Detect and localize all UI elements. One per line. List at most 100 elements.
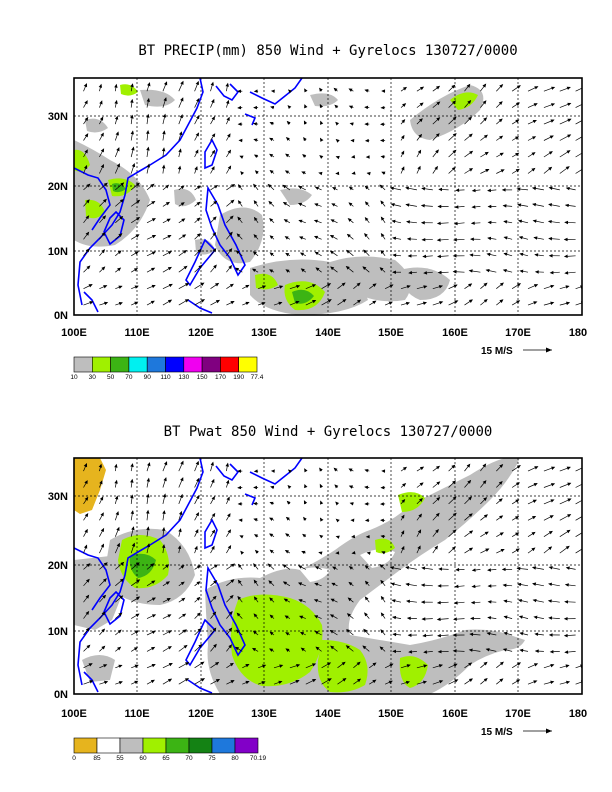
wind-vector	[575, 467, 582, 472]
wind-vector-head	[471, 584, 476, 589]
wind-vector-head	[563, 237, 568, 242]
wind-vector-head	[487, 236, 492, 241]
wind-vector-head	[584, 498, 587, 500]
wind-vector-head	[564, 271, 569, 275]
wind-vector-head	[117, 250, 122, 255]
wind-vector-head	[282, 581, 288, 585]
wind-vector-head	[379, 184, 384, 189]
x-tick-label: 170E	[505, 708, 531, 720]
wind-vector-head	[227, 513, 231, 518]
wind-vector-head	[279, 664, 284, 668]
wind-vector-head	[168, 663, 173, 667]
wind-vector-head	[335, 121, 340, 126]
wind-vector-head	[197, 248, 202, 253]
wind-vector-head	[517, 203, 522, 207]
wind-vector-head	[346, 629, 351, 633]
wind-vector-head	[230, 680, 235, 684]
wind-vector-head	[482, 100, 487, 105]
wind-vector-head	[485, 548, 490, 552]
wind-vector-head	[269, 549, 274, 554]
wind-vector	[575, 499, 582, 505]
wind-vector-head	[237, 89, 241, 93]
wind-vector-head	[196, 115, 200, 120]
wind-vector-head	[422, 254, 427, 259]
wind-vector-head	[483, 117, 488, 122]
wind-vector-head	[261, 664, 267, 668]
wind-vector-head	[503, 236, 508, 240]
wind-vector-head	[533, 615, 538, 620]
wind-vector-head	[178, 510, 183, 516]
wind-vector-head	[163, 81, 168, 86]
wind-vector-head	[286, 500, 291, 505]
wind-vector-head	[83, 463, 88, 468]
pwat-y-ticks: 0N 10N 20N 30N	[48, 491, 68, 701]
wind-vector-head	[85, 231, 90, 236]
colorbar-label: 65	[162, 755, 170, 762]
wind-vector-head	[269, 614, 274, 619]
wind-vector-head	[406, 237, 411, 241]
wind-vector-head	[165, 201, 171, 206]
y-tick-label: 0N	[54, 310, 68, 322]
wind-vector-head	[198, 644, 203, 648]
wind-vector-head	[102, 198, 107, 203]
wind-vector-head	[301, 171, 306, 175]
wind-vector-head	[287, 105, 292, 110]
wind-vector-head	[270, 469, 275, 473]
x-tick-label: 180	[569, 327, 587, 339]
wind-vector-head	[392, 270, 396, 274]
wind-vector-head	[100, 543, 104, 548]
wind-vector-head	[103, 664, 108, 668]
wind-vector-head	[161, 544, 166, 549]
wind-vector-head	[83, 544, 88, 549]
wind-vector-head	[119, 595, 124, 600]
wind-vector-head	[103, 680, 109, 685]
wind-vector-head	[380, 534, 385, 539]
wind-vector-head	[253, 579, 258, 584]
wind-vector-head	[225, 462, 229, 467]
wind-vector-head	[269, 631, 274, 636]
wind-vector-head	[436, 481, 441, 486]
wind-vector-head	[298, 565, 303, 569]
wind-vector-head	[327, 678, 332, 682]
wind-vector-head	[405, 186, 410, 191]
wind-vector-head	[285, 137, 290, 141]
wind-vector-head	[182, 613, 187, 618]
wind-vector-head	[348, 202, 353, 207]
wind-vector-head	[452, 269, 457, 274]
wind-vector-head	[180, 565, 185, 569]
wind-vector-head	[196, 217, 201, 222]
wind-vector-head	[177, 545, 182, 550]
wind-vector-head	[313, 599, 319, 603]
wind-vector-head	[364, 105, 369, 110]
wind-vector-head	[130, 114, 134, 119]
wind-vector-head	[365, 155, 370, 159]
wind-vector-head	[118, 301, 123, 306]
wind-vector-head	[118, 233, 123, 237]
wind-vector-head	[563, 254, 568, 259]
wind-vector-head	[136, 596, 141, 600]
wind-vector-head	[196, 494, 200, 500]
wind-vector-head	[151, 597, 156, 601]
wind-vector-head	[436, 238, 441, 242]
pwat-gridlines	[74, 458, 582, 694]
wind-vector-head	[548, 582, 553, 587]
wind-vector-head	[453, 601, 458, 605]
wind-vector-head	[146, 509, 150, 514]
wind-vector-head	[389, 663, 394, 667]
wind-vector-head	[130, 494, 134, 499]
wind-vector-head	[499, 299, 504, 304]
wind-vector-head	[364, 580, 369, 585]
wind-vector-head	[167, 678, 173, 683]
wind-vector-head	[468, 283, 473, 288]
colorbar-swatch	[146, 356, 166, 373]
wind-vector-head	[502, 269, 507, 273]
x-tick-label: 100E	[61, 327, 87, 339]
wind-vector	[575, 665, 582, 669]
wind-vector-head	[406, 285, 411, 289]
x-tick-label: 150E	[378, 327, 404, 339]
wind-vector-head	[227, 149, 232, 154]
x-tick-label: 130E	[251, 327, 277, 339]
wind-vector-head	[470, 600, 475, 605]
wind-vector-head	[548, 616, 553, 620]
wind-vector-head	[299, 615, 304, 619]
